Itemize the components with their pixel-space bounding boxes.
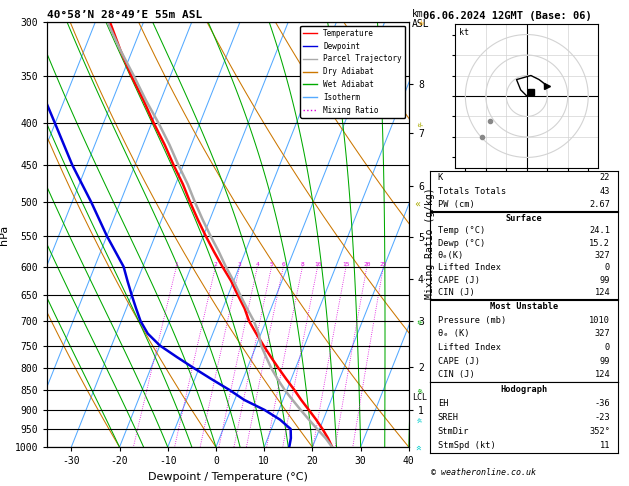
Text: Hodograph: Hodograph — [500, 385, 548, 394]
Text: 3: 3 — [238, 261, 242, 267]
Text: 1: 1 — [174, 261, 178, 267]
Text: 352°: 352° — [589, 427, 610, 436]
Text: Surface: Surface — [506, 214, 542, 223]
Text: 4: 4 — [255, 261, 259, 267]
Text: CAPE (J): CAPE (J) — [438, 276, 480, 285]
Text: CIN (J): CIN (J) — [438, 370, 474, 379]
Text: Most Unstable: Most Unstable — [490, 302, 558, 311]
Text: -36: -36 — [594, 399, 610, 408]
Text: 22: 22 — [599, 174, 610, 182]
Text: 6: 6 — [281, 261, 285, 267]
Text: Pressure (mb): Pressure (mb) — [438, 316, 506, 325]
X-axis label: Dewpoint / Temperature (°C): Dewpoint / Temperature (°C) — [148, 472, 308, 482]
Text: 1010: 1010 — [589, 316, 610, 325]
Text: 40°58’N 28°49’E 55m ASL: 40°58’N 28°49’E 55m ASL — [47, 10, 203, 20]
Text: PW (cm): PW (cm) — [438, 200, 474, 209]
Text: Lifted Index: Lifted Index — [438, 343, 501, 352]
Text: CAPE (J): CAPE (J) — [438, 357, 480, 365]
Text: 2.67: 2.67 — [589, 200, 610, 209]
Text: θₑ(K): θₑ(K) — [438, 251, 464, 260]
Text: 8: 8 — [301, 261, 304, 267]
Text: θₑ (K): θₑ (K) — [438, 330, 469, 338]
Text: 5: 5 — [270, 261, 274, 267]
Text: 124: 124 — [594, 288, 610, 297]
Text: 99: 99 — [599, 276, 610, 285]
Text: 10: 10 — [314, 261, 321, 267]
Text: 43: 43 — [599, 187, 610, 196]
Text: 124: 124 — [594, 370, 610, 379]
Text: »: » — [414, 17, 425, 27]
Text: 99: 99 — [599, 357, 610, 365]
Text: CIN (J): CIN (J) — [438, 288, 474, 297]
Text: »: » — [414, 197, 420, 208]
Text: »: » — [414, 118, 424, 129]
Y-axis label: hPa: hPa — [0, 225, 9, 244]
Text: 15: 15 — [342, 261, 350, 267]
Text: km: km — [412, 9, 424, 19]
Text: LCL: LCL — [413, 394, 428, 402]
Text: 20: 20 — [363, 261, 370, 267]
Text: Mixing Ratio (g/kg): Mixing Ratio (g/kg) — [425, 187, 435, 299]
Text: 25: 25 — [380, 261, 387, 267]
Text: »: » — [414, 315, 425, 327]
Text: ASL: ASL — [412, 19, 430, 29]
Text: 06.06.2024 12GMT (Base: 06): 06.06.2024 12GMT (Base: 06) — [423, 11, 591, 21]
Text: Totals Totals: Totals Totals — [438, 187, 506, 196]
Text: © weatheronline.co.uk: © weatheronline.co.uk — [431, 469, 536, 477]
Text: 2: 2 — [214, 261, 218, 267]
Text: 11: 11 — [599, 441, 610, 451]
Text: -23: -23 — [594, 413, 610, 422]
Text: kt: kt — [459, 28, 469, 36]
Text: K: K — [438, 174, 443, 182]
Text: Dewp (°C): Dewp (°C) — [438, 239, 485, 248]
Text: »: » — [414, 444, 424, 450]
Text: StmSpd (kt): StmSpd (kt) — [438, 441, 496, 451]
Text: 327: 327 — [594, 251, 610, 260]
Text: SREH: SREH — [438, 413, 459, 422]
Text: Lifted Index: Lifted Index — [438, 263, 501, 273]
Text: Temp (°C): Temp (°C) — [438, 226, 485, 235]
Text: »: » — [414, 416, 425, 423]
Text: 0: 0 — [605, 343, 610, 352]
Text: EH: EH — [438, 399, 448, 408]
Legend: Temperature, Dewpoint, Parcel Trajectory, Dry Adiabat, Wet Adiabat, Isotherm, Mi: Temperature, Dewpoint, Parcel Trajectory… — [301, 26, 405, 118]
Text: StmDir: StmDir — [438, 427, 469, 436]
Text: 0: 0 — [605, 263, 610, 273]
Text: 15.2: 15.2 — [589, 239, 610, 248]
Text: »: » — [414, 385, 425, 394]
Text: 327: 327 — [594, 330, 610, 338]
Text: 24.1: 24.1 — [589, 226, 610, 235]
